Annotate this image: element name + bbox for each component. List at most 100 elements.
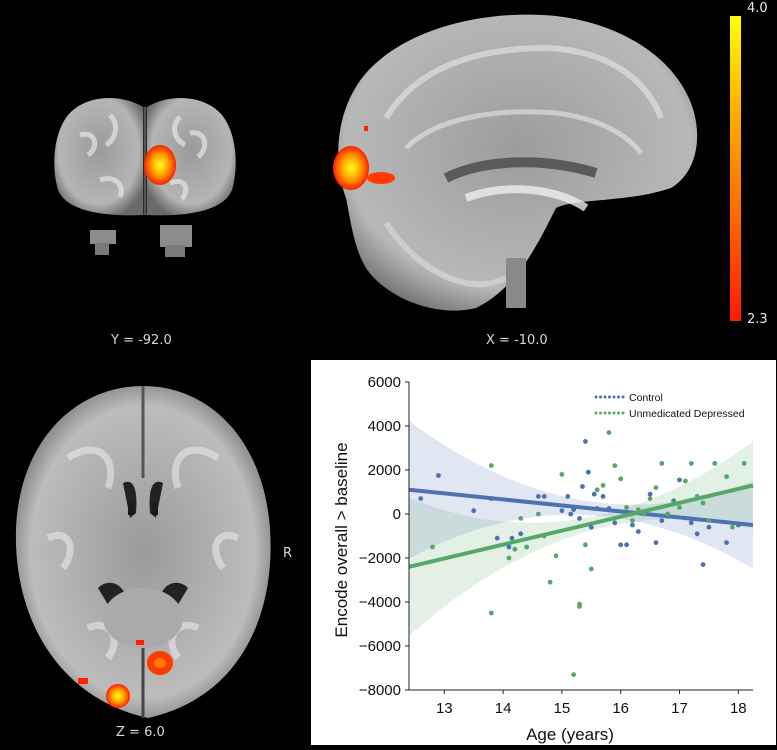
data-point — [635, 507, 641, 512]
data-point — [568, 511, 574, 517]
scatter-chart-panel: 6000 4000 2000 0 −2000 −4000 −6000 −8000 13 14 15 1… — [311, 360, 776, 745]
data-point — [712, 461, 718, 466]
coronal-slice-label: Y = -92.0 — [111, 333, 172, 348]
y-tick-label: −2000 — [359, 550, 401, 567]
data-point — [580, 484, 585, 489]
activation-cluster — [106, 684, 130, 708]
data-point — [694, 494, 700, 499]
data-point — [594, 506, 600, 511]
data-point — [659, 518, 665, 523]
legend-label-depressed: Unmedicated Depressed — [629, 408, 745, 420]
data-point — [541, 533, 547, 539]
data-point — [618, 542, 624, 548]
data-point — [618, 476, 624, 482]
data-point — [430, 544, 435, 550]
data-points — [418, 430, 747, 677]
x-tick-label: 14 — [495, 700, 512, 717]
regression-line-1 — [408, 483, 754, 569]
data-point — [724, 540, 729, 545]
regression-lines — [408, 483, 754, 569]
data-point — [571, 672, 577, 677]
data-point — [612, 520, 618, 526]
data-point — [512, 546, 518, 552]
data-point — [682, 478, 688, 484]
axial-brain-image — [15, 386, 271, 718]
data-point — [535, 511, 541, 517]
data-point — [418, 496, 424, 501]
data-point — [647, 491, 653, 497]
y-tick-label: −4000 — [359, 594, 401, 611]
data-point — [535, 494, 541, 499]
data-point — [647, 496, 653, 501]
activation-cluster — [333, 146, 369, 190]
data-point — [559, 472, 565, 477]
data-point — [506, 555, 512, 561]
y-tick-label: 2000 — [368, 462, 401, 479]
axes: 6000 4000 2000 0 −2000 −4000 −6000 −8000 13 14 15 1… — [359, 374, 753, 717]
data-point — [688, 461, 694, 466]
colorbar-max-label: 4.0 — [747, 1, 768, 16]
data-point — [735, 522, 741, 528]
data-point — [724, 474, 729, 479]
data-point — [600, 494, 606, 499]
data-point — [559, 508, 565, 514]
data-point — [506, 544, 512, 550]
data-point — [488, 610, 494, 616]
data-point — [494, 535, 500, 541]
data-point — [594, 487, 600, 493]
coronal-slice-panel — [40, 85, 250, 275]
data-point — [488, 496, 494, 501]
chart-legend: Control Unmedicated Depressed — [594, 392, 745, 420]
data-point — [577, 516, 582, 521]
data-point — [606, 430, 612, 435]
data-point — [730, 524, 735, 530]
data-point — [471, 508, 477, 514]
data-point — [671, 500, 677, 506]
data-point — [600, 483, 606, 488]
data-point — [585, 469, 591, 475]
data-point — [624, 542, 629, 548]
data-point — [509, 535, 515, 541]
data-point — [583, 439, 588, 444]
data-point — [635, 529, 641, 534]
data-point — [541, 494, 547, 499]
data-point — [518, 516, 524, 521]
y-tick-label: −8000 — [359, 682, 401, 699]
data-point — [583, 542, 588, 548]
data-point — [571, 507, 577, 512]
confidence-band-1 — [409, 441, 753, 636]
data-point — [612, 463, 618, 468]
y-tick-label: 6000 — [368, 374, 401, 391]
data-point — [630, 518, 635, 523]
data-point — [653, 540, 659, 545]
x-tick-label: 15 — [554, 700, 571, 717]
data-point — [700, 562, 706, 567]
x-tick-label: 17 — [671, 700, 688, 717]
data-point — [553, 553, 559, 559]
colorbar-min-label: 2.3 — [747, 312, 768, 327]
data-point — [547, 579, 553, 585]
data-point — [653, 485, 659, 490]
data-point — [659, 461, 665, 466]
data-point — [688, 520, 694, 526]
data-point — [588, 524, 594, 530]
y-tick-label: 0 — [393, 506, 401, 523]
legend-label-control: Control — [629, 392, 663, 404]
data-point — [630, 522, 635, 528]
data-point — [488, 463, 494, 468]
scatter-chart: 6000 4000 2000 0 −2000 −4000 −6000 −8000 13 14 15 1… — [332, 374, 754, 744]
y-axis-label: Encode overall > baseline — [332, 442, 351, 637]
data-point — [694, 531, 700, 537]
data-point — [677, 505, 682, 510]
data-point — [641, 511, 647, 517]
coronal-brain-image — [54, 97, 236, 257]
data-point — [518, 531, 524, 537]
colorbar — [730, 16, 741, 321]
data-point — [436, 473, 441, 478]
data-point — [606, 506, 612, 511]
x-tick-label: 16 — [612, 700, 629, 717]
activation-cluster — [144, 145, 176, 185]
regression-line-0 — [408, 487, 754, 527]
axial-slice-panel — [8, 378, 278, 723]
data-point — [741, 461, 747, 466]
